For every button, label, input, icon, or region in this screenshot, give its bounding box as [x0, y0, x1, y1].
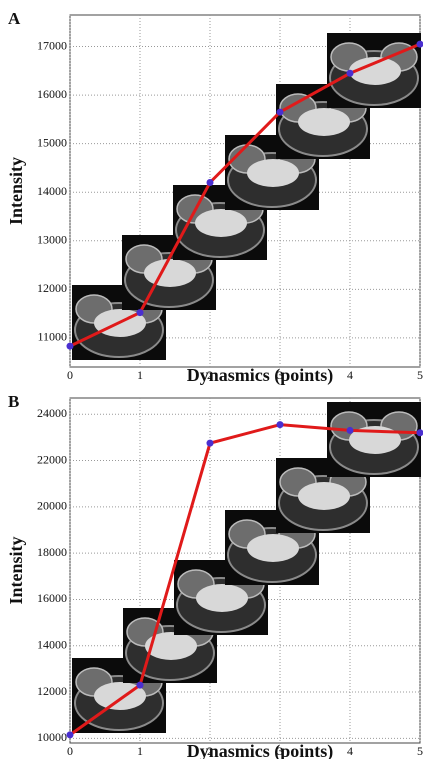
- x-tick-label: 4: [347, 368, 353, 382]
- thumbnail-heart: [298, 482, 350, 510]
- y-tick-label: 13000: [37, 233, 67, 247]
- x-tick-label: 4: [347, 744, 353, 758]
- data-point: [416, 40, 423, 48]
- thumbnail-heart: [195, 209, 247, 237]
- data-line: [69, 423, 421, 737]
- thumbnail-heart: [145, 632, 197, 660]
- data-point: [276, 108, 284, 116]
- panel-label: B: [8, 392, 19, 411]
- y-tick-label: 22000: [37, 452, 67, 466]
- thumbnail: [327, 33, 421, 108]
- x-tick-label: 2: [207, 368, 213, 382]
- x-tick-label: 3: [277, 368, 283, 382]
- data-point: [346, 69, 354, 77]
- data-point: [136, 681, 144, 689]
- data-point: [206, 179, 214, 187]
- y-tick-label: 14000: [37, 638, 67, 652]
- y-tick-label: 16000: [37, 591, 67, 605]
- y-tick-label: 11000: [37, 330, 67, 344]
- data-point: [276, 421, 284, 429]
- data-line: [69, 42, 421, 348]
- y-tick-label: 16000: [37, 87, 67, 101]
- y-tick-label: 12000: [37, 281, 67, 295]
- x-tick-label: 5: [417, 744, 423, 758]
- x-axis-label: Dynasmics (points): [187, 365, 334, 386]
- x-tick-label: 2: [207, 744, 213, 758]
- y-tick-label: 18000: [37, 545, 67, 559]
- thumbnail: [276, 84, 370, 159]
- data-point: [136, 309, 144, 317]
- y-tick-label: 12000: [37, 684, 67, 698]
- x-tick-label: 1: [137, 744, 143, 758]
- thumbnail: [122, 235, 216, 310]
- thumbnail-heart: [298, 108, 350, 136]
- y-tick-label: 10000: [37, 730, 67, 744]
- x-tick-label: 3: [277, 744, 283, 758]
- data-point: [416, 429, 423, 437]
- data-point: [66, 731, 74, 739]
- thumbnail-heart: [196, 584, 248, 612]
- thumbnail-heart: [349, 57, 401, 85]
- data-point: [346, 426, 354, 434]
- x-tick-label: 0: [67, 744, 73, 758]
- y-tick-label: 20000: [37, 499, 67, 513]
- y-tick-label: 14000: [37, 184, 67, 198]
- data-point: [206, 439, 214, 447]
- y-tick-label: 17000: [37, 38, 67, 52]
- x-axis-label: Dynasmics (points): [187, 741, 334, 759]
- x-tick-label: 1: [137, 368, 143, 382]
- thumbnail-heart: [247, 534, 299, 562]
- thumbnail-heart: [247, 159, 299, 187]
- data-point: [66, 342, 74, 350]
- y-axis-label: Intensity: [6, 157, 26, 225]
- thumbnail-heart: [144, 259, 196, 287]
- y-tick-label: 15000: [37, 135, 67, 149]
- thumbnail: [225, 510, 319, 585]
- x-tick-label: 5: [417, 368, 423, 382]
- y-tick-label: 24000: [37, 406, 67, 420]
- thumbnail: [327, 402, 421, 477]
- x-tick-label: 0: [67, 368, 73, 382]
- panel-label: A: [8, 9, 21, 28]
- y-axis-label: Intensity: [6, 536, 26, 604]
